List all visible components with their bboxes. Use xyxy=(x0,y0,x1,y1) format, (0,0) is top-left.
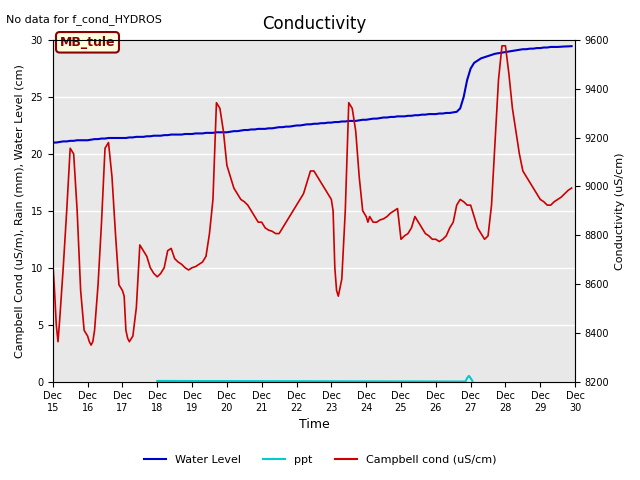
Legend: Water Level, ppt, Campbell cond (uS/cm): Water Level, ppt, Campbell cond (uS/cm) xyxy=(140,451,500,469)
Y-axis label: Conductivity (uS/cm): Conductivity (uS/cm) xyxy=(615,152,625,270)
Y-axis label: Campbell Cond (uS/m), Rain (mm), Water Level (cm): Campbell Cond (uS/m), Rain (mm), Water L… xyxy=(15,64,25,358)
X-axis label: Time: Time xyxy=(299,419,330,432)
Text: MB_tule: MB_tule xyxy=(60,36,115,49)
Text: No data for f_cond_HYDROS: No data for f_cond_HYDROS xyxy=(6,14,163,25)
Title: Conductivity: Conductivity xyxy=(262,15,366,33)
